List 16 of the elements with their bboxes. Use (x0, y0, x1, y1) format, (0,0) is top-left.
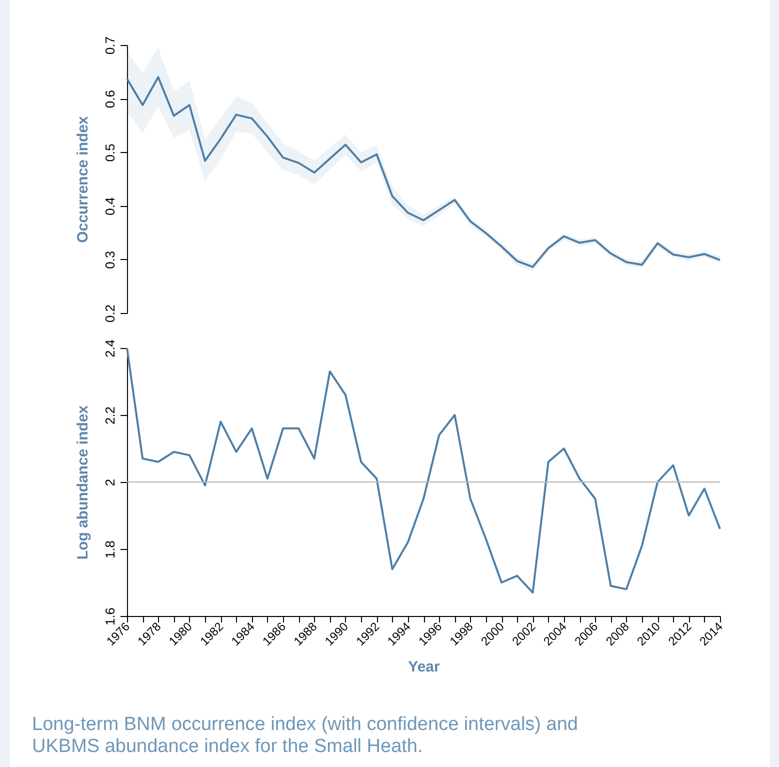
y-tick-label: 1.8 (102, 540, 118, 559)
y-tick-label: 2 (102, 478, 118, 486)
y-tick-label: 2.4 (102, 339, 118, 358)
y-tick-label: 0.4 (102, 197, 118, 216)
y-tick-label: 0.2 (102, 304, 118, 323)
y-axis-title: Log abundance index (74, 404, 92, 560)
y-tick-label: 0.3 (102, 250, 118, 269)
y-tick-label: 2.2 (102, 406, 118, 425)
line-series (126, 347, 721, 594)
text: Long-term BNM occurrence index (with confidence intervals) and UKBMS abundance index for the Small Heath. (32, 714, 579, 758)
y-tick-label: 0.6 (102, 90, 118, 108)
y-tick-label: 1.6 (102, 607, 118, 626)
y-tick-label: 0.7 (102, 36, 118, 55)
y-tick-label: 0.5 (102, 144, 118, 162)
y-axis-title: Occurrence index (74, 115, 92, 243)
x-axis-title: Year (408, 658, 440, 676)
